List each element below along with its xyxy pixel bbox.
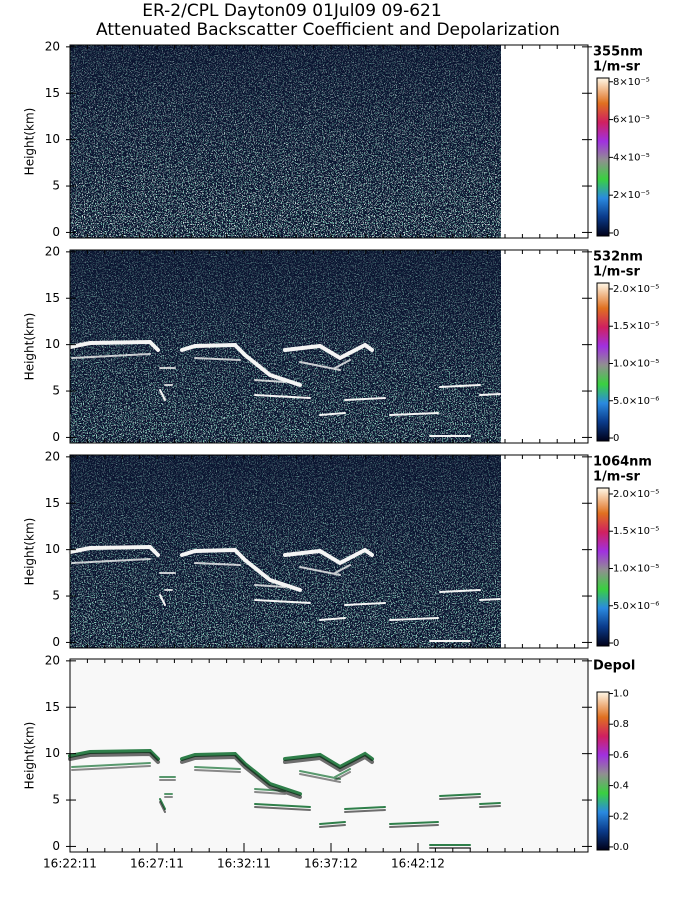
colorbar-tick-label: 1.5×10⁻⁵ (613, 526, 659, 537)
speckle (70, 250, 501, 443)
x-tick-label: 16:37:12 (304, 857, 358, 871)
plot-frame (69, 249, 589, 444)
colorbar-tick-label: 8×10⁻⁵ (613, 77, 650, 88)
colorbar (596, 282, 610, 442)
colorbar-tick-label: 5.0×10⁻⁶ (613, 601, 659, 612)
y-tick-label: 20 (45, 244, 60, 258)
y-tick-label: 5 (52, 179, 60, 193)
y-tick-label: 0 (52, 839, 60, 853)
x-tick-label: 16:42:12 (391, 857, 445, 871)
colorbar-label: Depol (593, 659, 635, 674)
x-tick-label: 16:27:11 (130, 857, 184, 871)
colorbar-label: 1/m-sr (593, 60, 640, 75)
colorbar-tick-label: 0 (613, 228, 619, 239)
y-tick-label: 15 (45, 291, 60, 305)
colorbar-tick-label: 0.4 (613, 781, 629, 792)
y-tick-label: 10 (45, 746, 60, 760)
x-tick-label: 16:32:11 (217, 857, 271, 871)
colorbar (596, 691, 610, 851)
colorbar-tick-label: 1.0×10⁻⁵ (613, 358, 659, 369)
plot-frame (69, 44, 589, 239)
y-tick-label: 10 (45, 132, 60, 146)
colorbar-tick-label: 1.0×10⁻⁵ (613, 563, 659, 574)
plot-frame (69, 658, 589, 853)
y-axis-label: Height(km) (23, 108, 37, 176)
colorbar-label: 1064nm (593, 455, 652, 470)
title: ER-2/CPL Dayton09 01Jul09 09-621 (142, 1, 441, 21)
colorbar-label: 1/m-sr (593, 265, 640, 280)
colorbar (596, 77, 610, 237)
y-tick-label: 15 (45, 700, 60, 714)
colorbar-tick-label: 0.8 (613, 719, 629, 730)
colorbar-label: 532nm (593, 250, 643, 265)
colorbar-tick-label: 4×10⁻⁵ (613, 152, 650, 163)
y-tick-label: 5 (52, 793, 60, 807)
y-tick-label: 5 (52, 384, 60, 398)
y-tick-label: 0 (52, 430, 60, 444)
colorbar-tick-label: 0 (613, 638, 619, 649)
colorbar (596, 487, 610, 647)
y-axis-label: Height(km) (23, 313, 37, 381)
y-tick-label: 0 (52, 635, 60, 649)
colorbar-tick-label: 0.6 (613, 750, 629, 761)
y-tick-label: 0 (52, 225, 60, 239)
colorbar-tick-label: 1.5×10⁻⁵ (613, 321, 659, 332)
plot-frame (69, 454, 589, 649)
colorbar-tick-label: 0.2 (613, 811, 629, 822)
y-tick-label: 5 (52, 589, 60, 603)
colorbar-tick-label: 2.0×10⁻⁵ (613, 489, 659, 500)
y-tick-label: 15 (45, 496, 60, 510)
colorbar-tick-label: 0 (613, 433, 619, 444)
colorbar-tick-label: 2.0×10⁻⁵ (613, 284, 659, 295)
y-tick-label: 15 (45, 86, 60, 100)
subtitle: Attenuated Backscatter Coefficient and D… (96, 20, 560, 40)
y-axis-label: Height(km) (23, 722, 37, 790)
colorbar-tick-label: 6×10⁻⁵ (613, 115, 650, 126)
y-tick-label: 20 (45, 449, 60, 463)
speckle (70, 455, 501, 648)
x-tick-label: 16:22:11 (43, 857, 97, 871)
colorbar-tick-label: 0.0 (613, 842, 629, 853)
colorbar-tick-label: 5.0×10⁻⁶ (613, 396, 659, 407)
y-tick-label: 20 (45, 39, 60, 53)
speckle (70, 45, 501, 238)
colorbar-tick-label: 1.0 (613, 689, 629, 700)
colorbar-tick-label: 2×10⁻⁵ (613, 190, 650, 201)
y-tick-label: 20 (45, 653, 60, 667)
y-tick-label: 10 (45, 337, 60, 351)
y-tick-label: 10 (45, 542, 60, 556)
colorbar-label: 355nm (593, 45, 643, 60)
y-axis-label: Height(km) (23, 518, 37, 586)
colorbar-label: 1/m-sr (593, 470, 640, 485)
